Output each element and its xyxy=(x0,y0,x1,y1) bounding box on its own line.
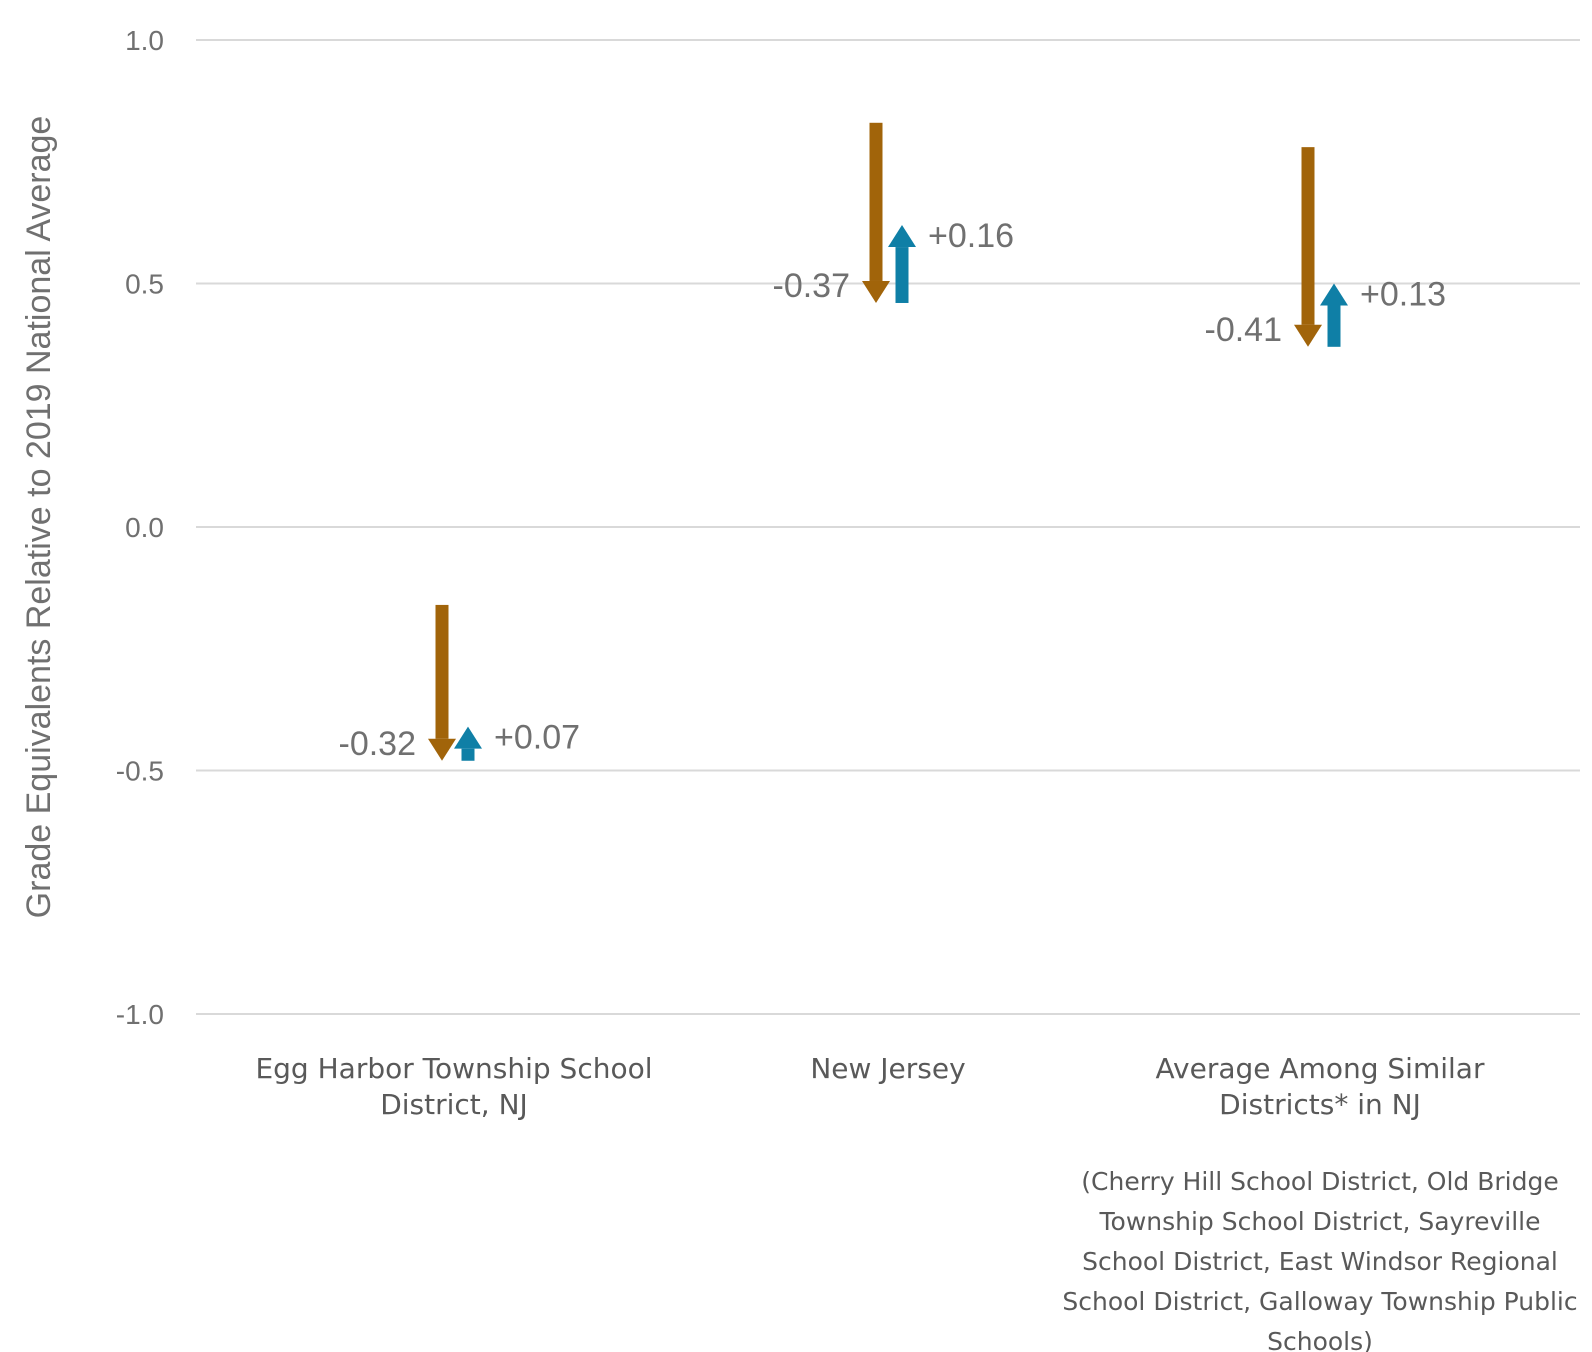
recovery-value-label: +0.07 xyxy=(494,719,580,757)
category-note-line: School District, East Windsor Regional xyxy=(1082,1247,1558,1276)
category-label-line: District, NJ xyxy=(380,1088,528,1121)
category-label-line: Egg Harbor Township School xyxy=(255,1052,652,1085)
recovery-value-label: +0.13 xyxy=(1360,276,1446,314)
y-tick-labels: 1.0 0.5 0.0 -0.5 -1.0 xyxy=(116,25,164,1030)
y-tick-label: 1.0 xyxy=(125,25,164,56)
category-label-line: New Jersey xyxy=(810,1052,965,1085)
decline-value-label: -0.32 xyxy=(339,725,417,763)
arrow-marks: -0.32 +0.07 -0.37 +0.16 -0.41 +0.13 xyxy=(339,122,1446,763)
decline-arrow-head xyxy=(428,738,456,761)
y-tick-label: -0.5 xyxy=(116,756,164,787)
y-axis-title: Grade Equivalents Relative to 2019 Natio… xyxy=(20,116,58,919)
decline-arrow-head xyxy=(862,280,890,303)
decline-arrow-shaft xyxy=(435,604,449,739)
recovery-arrow-shaft xyxy=(895,247,909,303)
category-note-line: (Cherry Hill School District, Old Bridge xyxy=(1081,1167,1558,1196)
y-tick-label: 0.0 xyxy=(125,512,164,543)
recovery-arrow-head xyxy=(454,726,482,749)
category-label-line: Districts* in NJ xyxy=(1219,1088,1421,1121)
recovery-arrow-shaft xyxy=(461,748,475,761)
decline-arrow-shaft xyxy=(869,122,883,281)
decline-arrow-shaft xyxy=(1301,147,1315,325)
category-label-line: Average Among Similar xyxy=(1156,1052,1485,1085)
decline-arrow-head xyxy=(1294,324,1322,347)
grid-lines xyxy=(196,39,1580,1015)
recovery-arrow-head xyxy=(888,225,916,248)
recovery-value-label: +0.16 xyxy=(928,217,1014,255)
category-note-line: Township School District, Sayreville xyxy=(1099,1207,1541,1236)
recovery-arrow-head xyxy=(1320,283,1348,306)
category-note-line: Schools) xyxy=(1267,1327,1373,1352)
decline-value-label: -0.37 xyxy=(773,267,851,305)
y-tick-label: -1.0 xyxy=(116,999,164,1030)
category-note-line: School District, Galloway Township Publi… xyxy=(1062,1287,1577,1316)
recovery-arrow-shaft xyxy=(1327,305,1341,347)
y-tick-label: 0.5 xyxy=(125,269,164,300)
decline-value-label: -0.41 xyxy=(1205,311,1283,349)
